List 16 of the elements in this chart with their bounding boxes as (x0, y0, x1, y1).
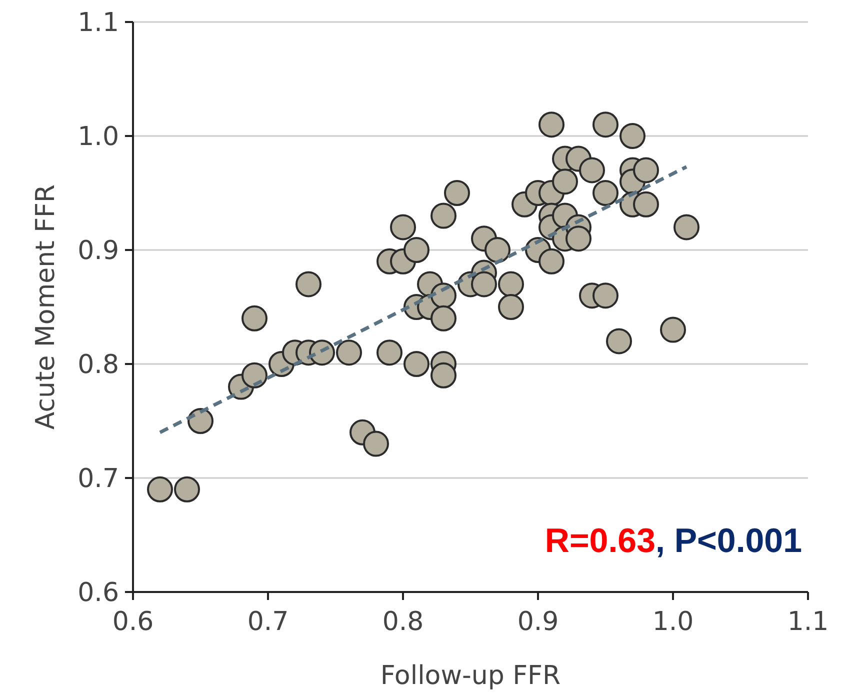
x-tick-label: 1.0 (652, 607, 694, 637)
y-axis-title: Acute Moment FFR (31, 184, 61, 430)
x-tick-label: 0.7 (247, 607, 289, 637)
x-tick-label: 0.8 (382, 607, 424, 637)
x-tick-label: 1.1 (787, 607, 829, 637)
annotation: R=0.63 (544, 522, 656, 560)
y-tick-label: 0.8 (78, 350, 119, 380)
x-tick-label: 0.9 (517, 607, 559, 637)
x-axis-title: Follow-up FFR (380, 661, 561, 691)
x-tick-label: 0.6 (112, 607, 154, 637)
y-tick-label: 0.9 (78, 236, 119, 266)
y-tick-label: 1.0 (78, 122, 119, 152)
annotation: , P<0.001 (655, 522, 802, 560)
y-tick-label: 0.7 (78, 464, 119, 494)
y-tick-label: 0.6 (78, 578, 119, 608)
y-tick-label: 1.1 (78, 8, 119, 38)
